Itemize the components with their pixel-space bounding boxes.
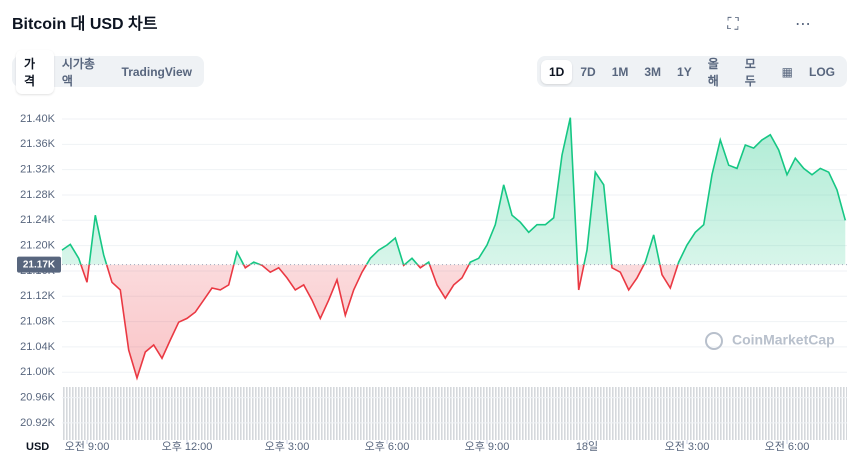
- tab[interactable]: 시가총액: [61, 56, 95, 88]
- range-button[interactable]: 7D: [580, 64, 596, 79]
- x-tick-label: 오전 3:00: [665, 440, 710, 453]
- range-button[interactable]: 1D: [541, 59, 573, 84]
- baseline-badge: [17, 256, 61, 273]
- area-up: [62, 117, 846, 265]
- y-tick-label: 21.20K: [20, 240, 56, 252]
- y-tick-label: 21.40K: [20, 113, 56, 125]
- chart-title: Bitcoin 대 USD 차트: [12, 16, 158, 33]
- baseline-label: 21.17K: [23, 259, 56, 270]
- y-tick-label: 21.12K: [20, 290, 56, 302]
- log-button[interactable]: LOG: [809, 64, 835, 79]
- range-button[interactable]: 1Y: [677, 64, 692, 79]
- range-button[interactable]: 모두: [744, 56, 756, 88]
- x-tick-label: 오후 6:00: [365, 440, 410, 453]
- range-button[interactable]: 3M: [644, 64, 662, 79]
- watermark: CoinMarketCap: [732, 332, 835, 348]
- watermark-logo: [705, 332, 723, 350]
- x-tick-label: 오후 9:00: [465, 440, 510, 453]
- range-group: 1D 7D 1M 3M 1Y 올해 모두 ▦ LOG: [537, 56, 847, 88]
- range-button[interactable]: 올해: [707, 56, 719, 88]
- x-tick-label: 18일: [576, 439, 598, 453]
- tab[interactable]: TradingView: [121, 64, 192, 79]
- price-line-down: [80, 264, 679, 381]
- y-tick-label: 21.32K: [20, 164, 56, 176]
- y-tick-label: 21.28K: [20, 189, 56, 201]
- x-tick-label: 오전 9:00: [65, 440, 110, 453]
- range-button[interactable]: 1M: [611, 64, 629, 79]
- tab-group: 가격 시가총액 TradingView: [12, 49, 204, 94]
- icons[interactable]: ⛶ ⋯: [727, 16, 837, 33]
- y-tick-label: 21.00K: [20, 366, 56, 378]
- y-unit: USD: [26, 441, 49, 453]
- y-tick-label: 21.08K: [20, 316, 56, 328]
- y-tick-label: 20.96K: [20, 391, 56, 403]
- tab[interactable]: 가격: [16, 49, 54, 94]
- y-tick-label: 21.36K: [20, 138, 56, 150]
- y-tick-label: 21.04K: [20, 341, 56, 353]
- y-tick-label: 21.24K: [20, 214, 56, 226]
- x-tick-label: 오후 12:00: [162, 440, 213, 453]
- x-tick-label: 오전 6:00: [765, 440, 810, 453]
- calendar-button[interactable]: ▦: [781, 64, 793, 79]
- y-tick-label: 20.92K: [20, 417, 56, 429]
- volume-bars: [62, 387, 847, 440]
- x-tick-label: 오후 3:00: [265, 440, 310, 453]
- price-line-up: [61, 117, 847, 265]
